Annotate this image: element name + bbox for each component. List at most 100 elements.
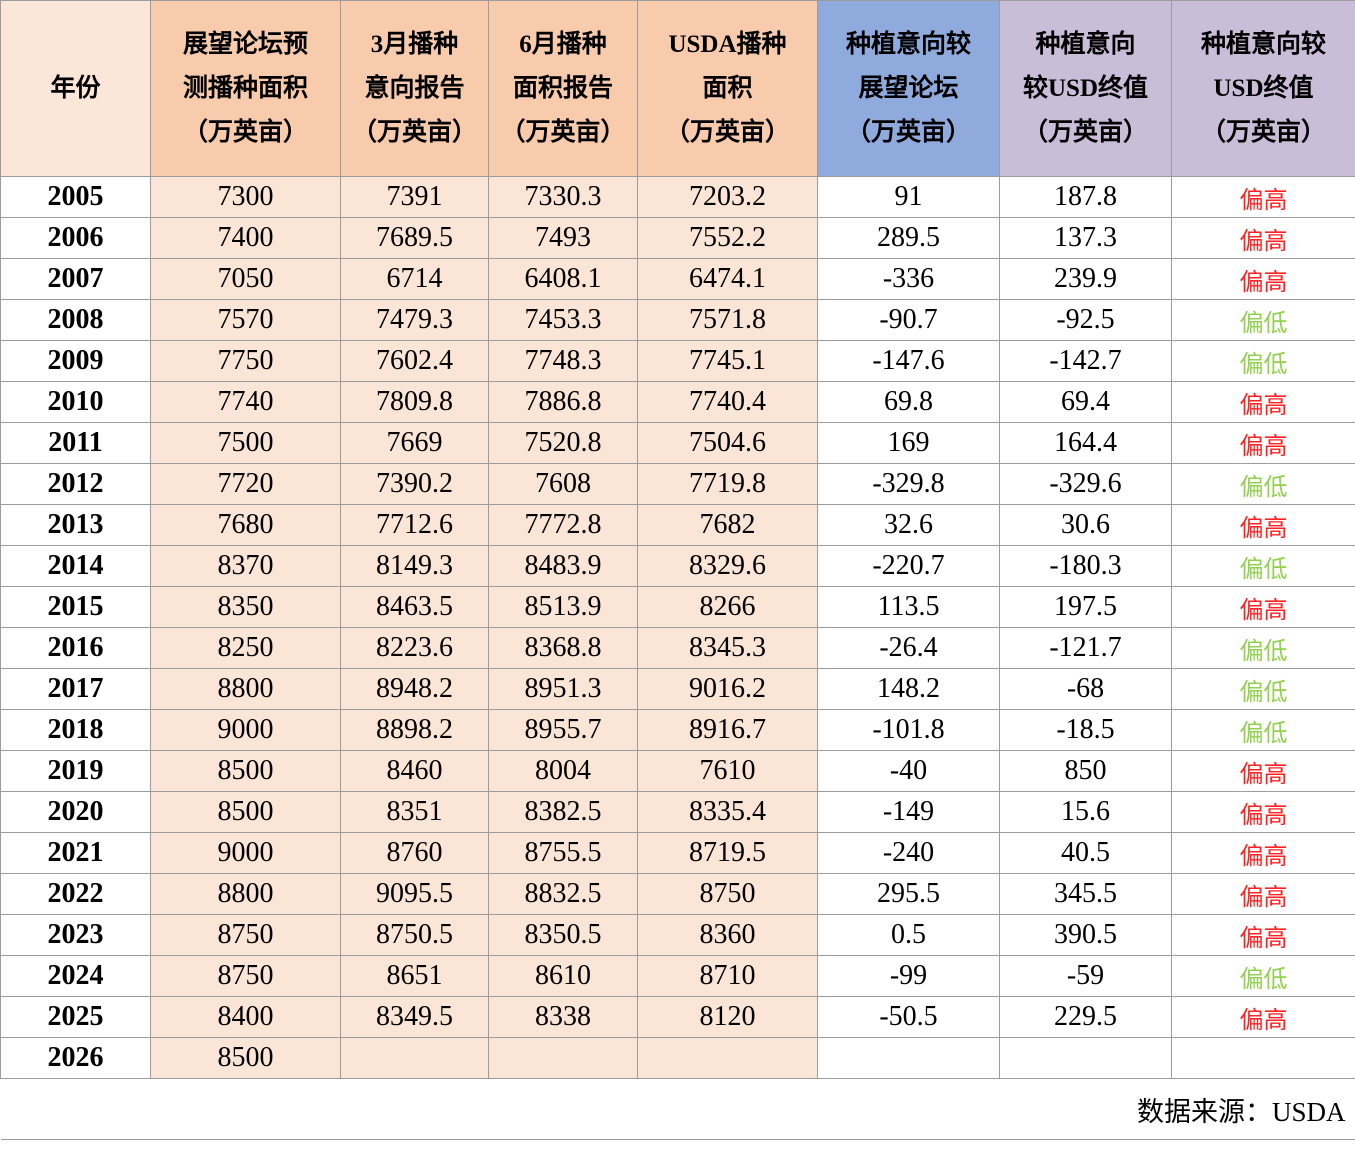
cell-vs_usda: 345.5 xyxy=(999,873,1172,915)
cell-vs_forum: 69.8 xyxy=(817,381,1000,423)
cell-june: 7886.8 xyxy=(488,381,638,423)
cell-june: 8483.9 xyxy=(488,545,638,587)
cell-vs_forum: -329.8 xyxy=(817,463,1000,505)
table-row: 2016 8250 8223.6 8368.8 8345.3 -26.4 -121.7 偏低 xyxy=(0,627,1355,669)
cell-tendency: 偏高 xyxy=(1171,504,1355,546)
cell-usda: 7745.1 xyxy=(637,340,818,382)
cell-tendency: 偏高 xyxy=(1171,586,1355,628)
cell-tendency: 偏低 xyxy=(1171,955,1355,997)
cell-june: 8951.3 xyxy=(488,668,638,710)
cell-usda: 7571.8 xyxy=(637,299,818,341)
cell-june: 8382.5 xyxy=(488,791,638,833)
cell-forum: 8750 xyxy=(150,955,341,997)
cell-year: 2017 xyxy=(0,668,151,710)
cell-june: 7772.8 xyxy=(488,504,638,546)
table-row: 2007 7050 6714 6408.1 6474.1 -336 239.9 偏高 xyxy=(0,258,1355,300)
header-usda-area: USDA播种 面积 （万英亩） xyxy=(637,0,818,177)
cell-usda: 7552.2 xyxy=(637,217,818,259)
cell-forum: 8250 xyxy=(150,627,341,669)
cell-vs_forum: 113.5 xyxy=(817,586,1000,628)
cell-june: 8755.5 xyxy=(488,832,638,874)
table-row: 2018 9000 8898.2 8955.7 8916.7 -101.8 -18.5 偏低 xyxy=(0,709,1355,751)
cell-vs_usda: 239.9 xyxy=(999,258,1172,300)
cell-june: 6408.1 xyxy=(488,258,638,300)
cell-forum: 7400 xyxy=(150,217,341,259)
cell-march: 7479.3 xyxy=(340,299,489,341)
cell-march: 8460 xyxy=(340,750,489,792)
cell-tendency: 偏低 xyxy=(1171,709,1355,751)
cell-vs_forum: -220.7 xyxy=(817,545,1000,587)
cell-march: 7390.2 xyxy=(340,463,489,505)
cell-march: 7669 xyxy=(340,422,489,464)
table-footer: 数据来源：USDA xyxy=(0,1078,1355,1140)
cell-vs_usda: 850 xyxy=(999,750,1172,792)
cell-usda: 6474.1 xyxy=(637,258,818,300)
cell-march: 8760 xyxy=(340,832,489,874)
cell-forum: 8500 xyxy=(150,1037,341,1079)
cell-forum: 8750 xyxy=(150,914,341,956)
cell-vs_forum: 289.5 xyxy=(817,217,1000,259)
cell-june: 8610 xyxy=(488,955,638,997)
cell-tendency: 偏低 xyxy=(1171,340,1355,382)
cell-usda: 8916.7 xyxy=(637,709,818,751)
cell-forum: 7720 xyxy=(150,463,341,505)
cell-year: 2008 xyxy=(0,299,151,341)
cell-usda: 8120 xyxy=(637,996,818,1038)
cell-usda: 7203.2 xyxy=(637,176,818,218)
cell-year: 2011 xyxy=(0,422,151,464)
cell-june: 8368.8 xyxy=(488,627,638,669)
cell-march: 8898.2 xyxy=(340,709,489,751)
cell-tendency: 偏高 xyxy=(1171,258,1355,300)
cell-vs_usda: 187.8 xyxy=(999,176,1172,218)
cell-usda: 7740.4 xyxy=(637,381,818,423)
cell-march: 7689.5 xyxy=(340,217,489,259)
cell-vs_usda: -121.7 xyxy=(999,627,1172,669)
cell-usda: 8360 xyxy=(637,914,818,956)
table-row: 2015 8350 8463.5 8513.9 8266 113.5 197.5 偏高 xyxy=(0,586,1355,628)
cell-forum: 7740 xyxy=(150,381,341,423)
cell-vs_forum: 169 xyxy=(817,422,1000,464)
cell-vs_forum: 148.2 xyxy=(817,668,1000,710)
cell-tendency xyxy=(1171,1037,1355,1079)
cell-usda xyxy=(637,1037,818,1079)
cell-vs_forum: 0.5 xyxy=(817,914,1000,956)
cell-vs_forum: 295.5 xyxy=(817,873,1000,915)
cell-tendency: 偏高 xyxy=(1171,422,1355,464)
table-row: 2011 7500 7669 7520.8 7504.6 169 164.4 偏高 xyxy=(0,422,1355,464)
table-row: 2026 8500 xyxy=(0,1037,1355,1079)
cell-vs_forum: 32.6 xyxy=(817,504,1000,546)
cell-tendency: 偏高 xyxy=(1171,381,1355,423)
cell-forum: 8350 xyxy=(150,586,341,628)
cell-vs_forum: -40 xyxy=(817,750,1000,792)
cell-tendency: 偏高 xyxy=(1171,873,1355,915)
cell-forum: 8400 xyxy=(150,996,341,1038)
cell-tendency: 偏低 xyxy=(1171,463,1355,505)
table-row: 2010 7740 7809.8 7886.8 7740.4 69.8 69.4 偏高 xyxy=(0,381,1355,423)
cell-vs_usda xyxy=(999,1037,1172,1079)
cell-forum: 8500 xyxy=(150,791,341,833)
table-row: 2020 8500 8351 8382.5 8335.4 -149 15.6 偏高 xyxy=(0,791,1355,833)
cell-june xyxy=(488,1037,638,1079)
planting-area-table: 年份 展望论坛预 测播种面积 （万英亩） 3月播种 意向报告 （万英亩） 6月播… xyxy=(0,0,1355,1140)
cell-usda: 7682 xyxy=(637,504,818,546)
cell-vs_forum: -101.8 xyxy=(817,709,1000,751)
cell-vs_usda: 40.5 xyxy=(999,832,1172,874)
cell-forum: 7500 xyxy=(150,422,341,464)
cell-year: 2012 xyxy=(0,463,151,505)
cell-tendency: 偏高 xyxy=(1171,914,1355,956)
cell-june: 8832.5 xyxy=(488,873,638,915)
cell-forum: 9000 xyxy=(150,832,341,874)
cell-usda: 7610 xyxy=(637,750,818,792)
cell-vs_usda: -329.6 xyxy=(999,463,1172,505)
cell-march: 8651 xyxy=(340,955,489,997)
cell-june: 7748.3 xyxy=(488,340,638,382)
cell-usda: 9016.2 xyxy=(637,668,818,710)
cell-year: 2025 xyxy=(0,996,151,1038)
table-row: 2017 8800 8948.2 8951.3 9016.2 148.2 -68 偏低 xyxy=(0,668,1355,710)
cell-usda: 8710 xyxy=(637,955,818,997)
cell-year: 2010 xyxy=(0,381,151,423)
table-row: 2024 8750 8651 8610 8710 -99 -59 偏低 xyxy=(0,955,1355,997)
cell-vs_usda: -142.7 xyxy=(999,340,1172,382)
header-vs-forum: 种植意向较 展望论坛 （万英亩） xyxy=(817,0,1000,177)
cell-june: 8513.9 xyxy=(488,586,638,628)
